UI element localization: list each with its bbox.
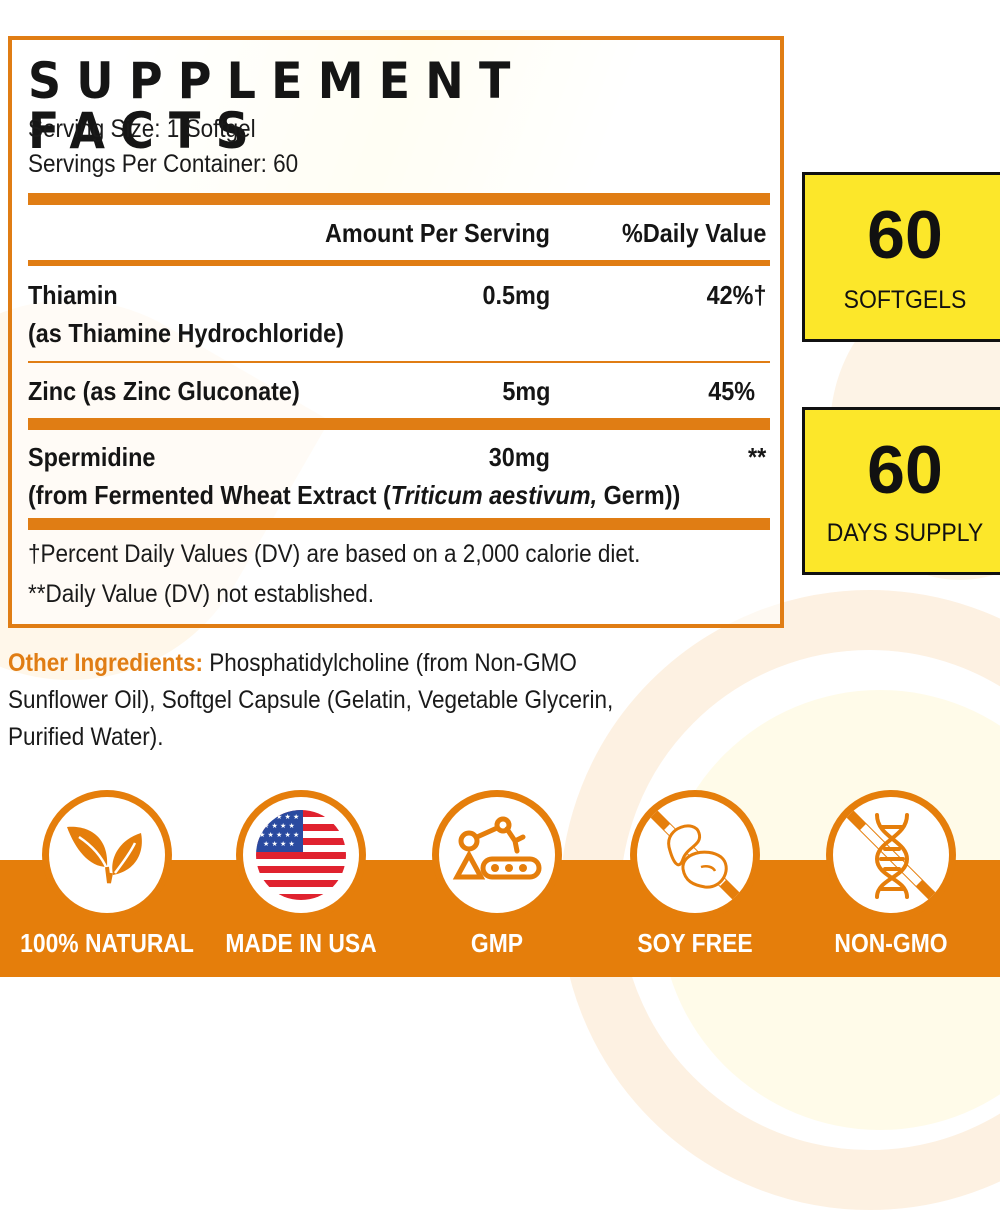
source-text: (from Fermented Wheat Extract (	[28, 480, 391, 510]
nutrient-dv-spermidine: **	[747, 442, 766, 472]
callout-label: DAYS SUPPLY	[826, 519, 984, 547]
badge-label-made-in-usa: MADE IN USA	[225, 928, 377, 958]
nutrient-dv-thiamin: 42%†	[706, 280, 766, 310]
badge-made-in-usa: ★ ★ ★ ★ ★ ★ ★ ★ ★ ★ ★ ★ ★ ★ ★ ★ ★ ★	[236, 790, 366, 920]
callout-number: 60	[867, 197, 943, 273]
badge-non-gmo	[826, 790, 956, 920]
badge-label-natural: 100% NATURAL	[20, 928, 194, 958]
supplement-facts-panel: SUPPLEMENT FACTS Serving Size: 1 Softgel…	[8, 36, 784, 628]
nutrient-amount-spermidine: 30mg	[488, 442, 550, 472]
svg-text:★ ★ ★ ★: ★ ★ ★ ★	[263, 822, 295, 830]
divider-thick	[28, 193, 770, 205]
nutrient-name-thiamin: Thiamin	[28, 280, 118, 310]
callout-number: 60	[867, 432, 943, 508]
footnote-dv: †Percent Daily Values (DV) are based on …	[28, 540, 641, 568]
source-latin-name: Triticum aestivum,	[390, 480, 598, 510]
other-ingredients-label: Other Ingredients:	[8, 649, 204, 677]
badge-label-soy-free: SOY FREE	[637, 928, 753, 958]
svg-text:★ ★ ★ ★ ★: ★ ★ ★ ★ ★	[259, 813, 299, 821]
badge-natural	[42, 790, 172, 920]
column-header-amount: Amount Per Serving	[325, 218, 550, 248]
nutrient-amount-zinc: 5mg	[501, 376, 550, 406]
nutrient-dv-zinc: 45%	[708, 376, 755, 406]
badge-label-non-gmo: NON-GMO	[834, 928, 948, 958]
servings-per-container: Servings Per Container: 60	[28, 150, 299, 178]
svg-text:★ ★ ★ ★: ★ ★ ★ ★	[263, 840, 295, 848]
leaf-icon	[67, 826, 142, 884]
nutrient-amount-thiamin: 0.5mg	[482, 280, 550, 310]
badge-label-gmp: GMP	[470, 928, 524, 958]
nutrient-source-spermidine: (from Fermented Wheat Extract (Triticum …	[28, 480, 680, 511]
nutrient-name-spermidine: Spermidine	[28, 442, 156, 472]
us-flag-icon: ★ ★ ★ ★ ★ ★ ★ ★ ★ ★ ★ ★ ★ ★ ★ ★ ★ ★	[256, 810, 346, 900]
nutrient-source-thiamin: (as Thiamine Hydrochloride)	[28, 318, 344, 348]
callout-softgels: 60 SOFTGELS	[802, 172, 1000, 342]
divider-medium	[28, 260, 770, 266]
serving-size: Serving Size: 1 Softgel	[28, 115, 256, 143]
column-header-daily-value: %Daily Value	[621, 218, 766, 248]
svg-text:★ ★ ★ ★ ★: ★ ★ ★ ★ ★	[259, 831, 299, 839]
other-ingredients-text: Purified Water).	[8, 723, 164, 751]
other-ingredients-text: Sunflower Oil), Softgel Capsule (Gelatin…	[8, 686, 614, 714]
divider-thick	[28, 518, 770, 530]
divider-thin	[28, 361, 770, 363]
divider-thick	[28, 418, 770, 430]
other-ingredients: Other Ingredients: Phosphatidylcholine (…	[8, 645, 710, 756]
panel-title: SUPPLEMENT FACTS	[28, 52, 526, 160]
no-soy-bean-icon	[641, 801, 749, 909]
callout-days-supply: 60 DAYS SUPPLY	[802, 407, 1000, 575]
factory-robot-arm-icon	[452, 816, 542, 880]
source-text: Germ))	[597, 480, 681, 510]
nutrient-name-zinc: Zinc (as Zinc Gluconate)	[28, 376, 300, 406]
no-dna-icon	[837, 801, 945, 909]
other-ingredients-text: Phosphatidylcholine (from Non-GMO	[203, 649, 577, 677]
badge-soy-free	[630, 790, 760, 920]
badge-gmp	[432, 790, 562, 920]
callout-label: SOFTGELS	[843, 286, 967, 314]
footnote-not-established: **Daily Value (DV) not established.	[28, 580, 375, 608]
